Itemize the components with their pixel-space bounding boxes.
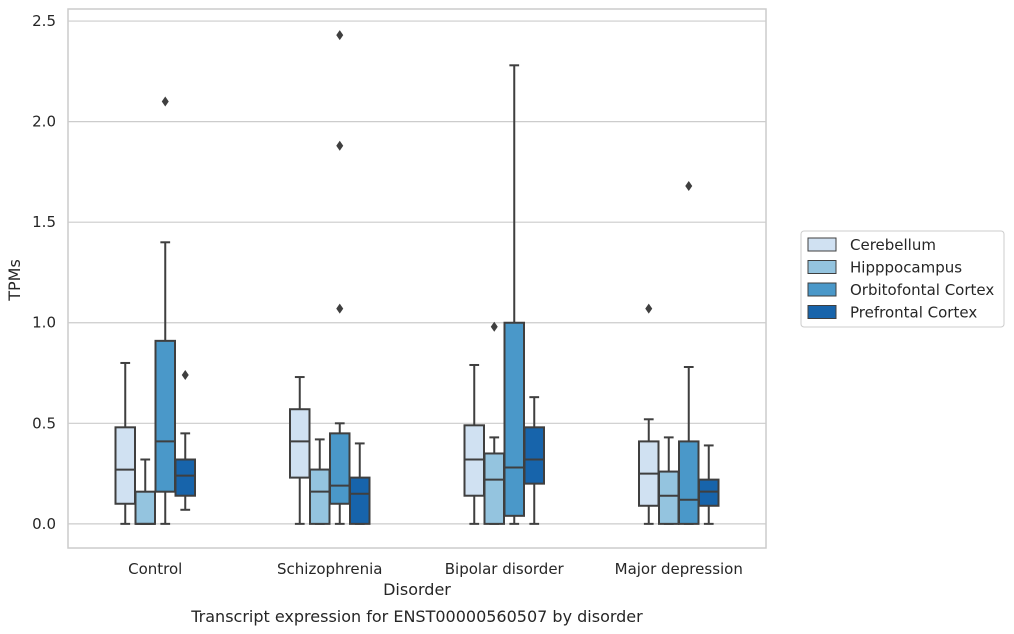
outlier-point: [685, 180, 693, 191]
box-iqr: [174, 458, 196, 497]
y-tick-label: 1.5: [32, 213, 56, 231]
plot-frame: [67, 8, 767, 549]
x-tick-label: Schizophrenia: [277, 560, 382, 578]
box-iqr: [698, 478, 720, 507]
y-tick-label: 2.5: [32, 12, 56, 30]
x-tick-label: Bipolar disorder: [445, 560, 565, 578]
y-tick-label: 2.0: [32, 113, 56, 131]
legend-swatch: [807, 260, 837, 274]
box-iqr: [289, 408, 311, 479]
box-orbitofontal-cortex: [329, 30, 351, 525]
legend-label: Cerebellum: [850, 236, 936, 254]
y-tick-label: 0.5: [32, 414, 56, 432]
box-group-schizophrenia: [289, 30, 371, 525]
box-iqr: [503, 321, 525, 517]
box-iqr: [309, 468, 331, 525]
y-axis-label: TPMs: [5, 259, 24, 302]
box-hipppocampus: [658, 436, 680, 525]
box-cerebellum: [463, 363, 485, 525]
y-tick-label: 0.0: [32, 515, 56, 533]
box-orbitofontal-cortex: [503, 64, 525, 525]
box-group-major-depression: [638, 180, 720, 525]
outlier-point: [490, 321, 498, 332]
box-prefrontal-cortex: [523, 396, 545, 525]
box-cerebellum: [114, 361, 136, 525]
box-prefrontal-cortex: [174, 370, 196, 511]
y-tick-label: 1.0: [32, 314, 56, 332]
box-hipppocampus: [309, 438, 331, 525]
legend: Cerebellum Hipppocampus Orbitofontal Corte…: [800, 230, 1005, 328]
box-prefrontal-cortex: [698, 444, 720, 525]
box-iqr: [658, 470, 680, 525]
box-prefrontal-cortex: [349, 442, 371, 525]
legend-swatch: [807, 237, 837, 252]
outlier-point: [645, 303, 653, 314]
legend-swatch: [807, 305, 837, 319]
axes: 0.0 0.5 1.0 1.5 2.0 2.5 Control Schizophrenia Bi…: [32, 8, 767, 578]
legend-frame: [800, 230, 1005, 328]
box-iqr: [114, 426, 136, 505]
box-orbitofontal-cortex: [678, 180, 700, 525]
outlier-point: [336, 30, 344, 41]
box-cerebellum: [289, 376, 311, 525]
box-orbitofontal-cortex: [154, 96, 176, 525]
box-iqr: [154, 339, 176, 493]
outlier-point: [181, 370, 189, 381]
chart-title: Transcript expression for ENST0000056050…: [190, 607, 643, 626]
x-tick-label: Major depression: [615, 560, 743, 578]
legend-label: Prefrontal Cortex: [850, 304, 977, 322]
box-iqr: [134, 490, 156, 525]
box-hipppocampus: [483, 321, 505, 525]
box-iqr: [463, 424, 485, 497]
x-axis-label: Disorder: [383, 580, 451, 599]
box-iqr: [523, 426, 545, 485]
legend-swatch: [807, 282, 837, 297]
outlier-point: [336, 140, 344, 151]
box-iqr: [349, 476, 371, 525]
box-iqr: [329, 432, 351, 505]
box-hipppocampus: [134, 458, 156, 525]
legend-label: Hipppocampus: [850, 259, 962, 277]
box-cerebellum: [638, 303, 660, 525]
box-group-bipolar-disorder: [463, 64, 545, 525]
box-groups: [114, 30, 720, 525]
box-iqr: [483, 452, 505, 525]
legend-label: Orbitofontal Cortex: [850, 281, 994, 299]
box-group-control: [114, 96, 196, 525]
outlier-point: [336, 303, 344, 314]
x-tick-label: Control: [128, 560, 182, 578]
outlier-point: [161, 96, 169, 107]
box-iqr: [678, 440, 700, 525]
